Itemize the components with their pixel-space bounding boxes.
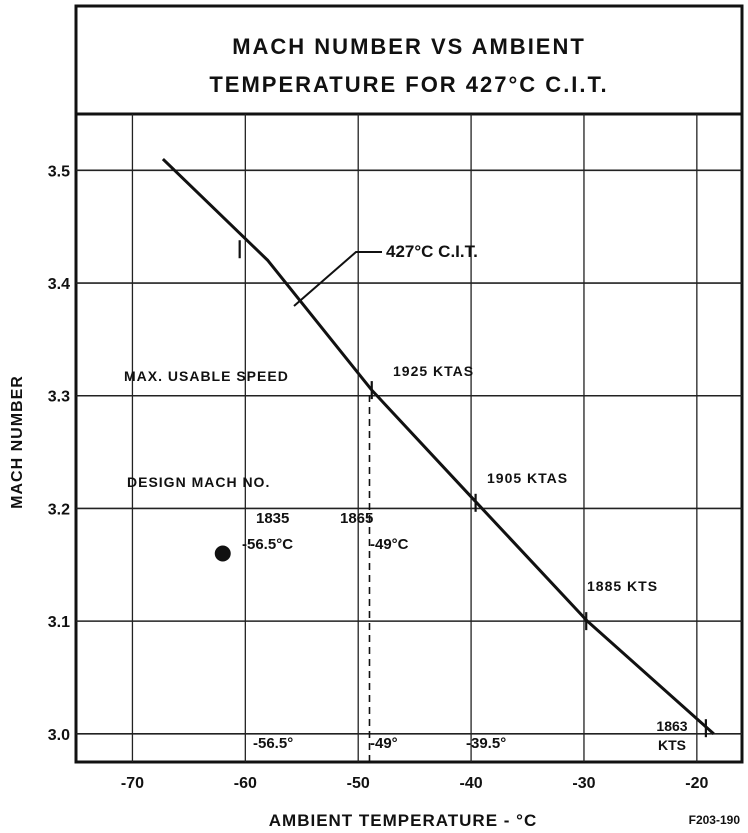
speed-1835-label: 1835 bbox=[256, 510, 289, 527]
series-label: 427°C C.I.T. bbox=[386, 242, 478, 261]
x-tick-label: -30 bbox=[572, 775, 595, 792]
x-tick-label: -70 bbox=[121, 775, 144, 792]
y-tick-label: 3.4 bbox=[48, 276, 70, 293]
x-tick-label: -50 bbox=[347, 775, 370, 792]
max-usable-speed-label: MAX. USABLE SPEED bbox=[124, 368, 289, 384]
x-tick-label: -40 bbox=[460, 775, 483, 792]
speed-1925-label: 1925 KTAS bbox=[393, 363, 474, 379]
series-line bbox=[161, 157, 715, 735]
bottom-temp-3-label: -39.5° bbox=[466, 735, 506, 752]
series-layer bbox=[161, 157, 715, 738]
series-label-leader bbox=[293, 251, 382, 307]
chart-title-line-2: TEMPERATURE FOR 427°C C.I.T. bbox=[209, 72, 608, 97]
design-temp-label: -56.5°C bbox=[242, 536, 293, 553]
y-tick-label: 3.5 bbox=[48, 163, 70, 180]
title-box bbox=[74, 4, 744, 116]
x-tick-label: -60 bbox=[234, 775, 257, 792]
y-tick-label: 3.0 bbox=[48, 727, 70, 744]
x-axis-title: AMBIENT TEMPERATURE - °C bbox=[269, 811, 537, 830]
grid bbox=[76, 114, 742, 762]
chart-title-line-1: MACH NUMBER VS AMBIENT bbox=[232, 34, 586, 59]
x-tick-label: -20 bbox=[685, 775, 708, 792]
speed-1863-label: 1863 bbox=[656, 718, 687, 734]
bottom-temp-2-label: -49° bbox=[370, 735, 398, 752]
y-tick-label: 3.2 bbox=[48, 501, 70, 518]
speed-1863-kts-label: KTS bbox=[658, 737, 686, 753]
max-temp-label: -49°C bbox=[370, 536, 409, 553]
tick-labels: -70 -60 -50 -40 -30 -20 3.0 3.1 3.2 3.3 3.4 3.5 bbox=[48, 163, 709, 792]
speed-1865-label: 1865 bbox=[340, 510, 373, 527]
speed-1905-label: 1905 KTAS bbox=[487, 470, 568, 486]
design-mach-label: DESIGN MACH NO. bbox=[127, 474, 270, 490]
y-tick-label: 3.3 bbox=[48, 389, 70, 406]
y-axis-title: MACH NUMBER bbox=[9, 375, 26, 509]
plot-frame bbox=[74, 112, 744, 764]
bottom-temp-1-label: -56.5° bbox=[253, 735, 293, 752]
speed-1885-label: 1885 KTS bbox=[587, 578, 658, 594]
figure-id: F203-190 bbox=[689, 813, 741, 827]
design-point-marker bbox=[214, 545, 231, 562]
y-tick-label: 3.1 bbox=[48, 614, 70, 631]
